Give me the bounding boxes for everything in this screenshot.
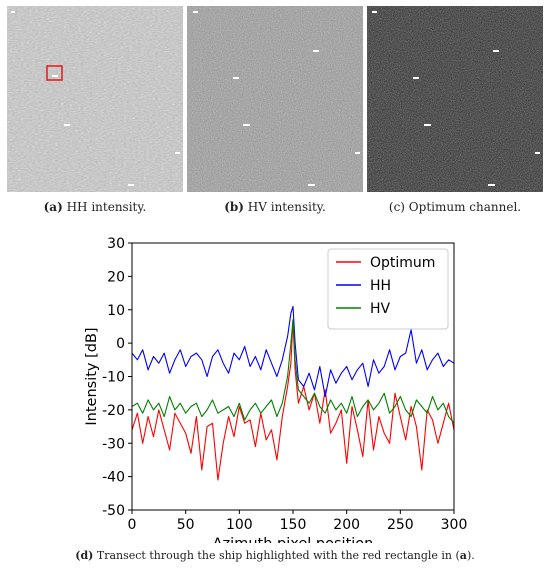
x-tick-label: 50 — [177, 517, 195, 533]
caption-text-end: ). — [466, 549, 475, 562]
y-tick-label: 30 — [107, 236, 125, 252]
legend-label-hh: HH — [370, 278, 391, 294]
legend-label-optimum: Optimum — [370, 255, 435, 271]
transect-chart: 0 50 100 150 200 250 300 -50 -40 -30 -20 -10 0 10 20 30… — [60, 235, 480, 543]
subfigure-caption-b: (b) HV intensity. — [187, 200, 363, 214]
hh-intensity-image — [7, 6, 183, 192]
caption-letter: (a) — [43, 200, 63, 214]
y-tick-label: -20 — [102, 403, 125, 419]
y-tick-label: 0 — [116, 336, 125, 352]
figure-caption-d: (d) Transect through the ship highlighte… — [0, 549, 550, 562]
caption-text: Optimum channel. — [404, 200, 522, 214]
series-line-hv — [131, 319, 455, 424]
caption-ref: a — [459, 549, 467, 562]
hv-intensity-image — [187, 6, 363, 192]
highlight-rectangle — [46, 65, 63, 81]
series-line-optimum — [131, 319, 455, 481]
ship-targets — [372, 11, 540, 186]
caption-letter: (d) — [75, 549, 94, 562]
hv-sar-texture — [187, 6, 363, 192]
ship-targets — [193, 11, 360, 186]
caption-text: HV intensity. — [243, 200, 326, 214]
y-tick-label: 10 — [107, 303, 125, 319]
subfigure-caption-a: (a) HH intensity. — [7, 200, 183, 214]
x-tick-label: 150 — [280, 517, 307, 533]
x-axis-title: Azimuth pixel position — [213, 536, 374, 543]
y-axis-title: Intensity [dB] — [84, 327, 100, 425]
ship-targets — [11, 11, 180, 186]
x-tick-label: 300 — [441, 517, 468, 533]
transect-chart-svg: 0 50 100 150 200 250 300 -50 -40 -30 -20 -10 0 10 20 30… — [84, 236, 468, 543]
y-tick-label: -30 — [102, 436, 125, 452]
y-tick-label: -10 — [102, 370, 125, 386]
y-tick-label: -40 — [102, 470, 125, 486]
legend-label-hv: HV — [370, 301, 391, 317]
optimum-sar-texture — [367, 6, 543, 192]
subfigure-caption-c: (c) Optimum channel. — [367, 200, 543, 214]
x-tick-label: 0 — [128, 517, 137, 533]
optimum-channel-image — [367, 6, 543, 192]
x-tick-label: 200 — [333, 517, 360, 533]
caption-text: Transect through the ship highlighted wi… — [93, 549, 460, 562]
y-tick-label: -50 — [102, 503, 125, 519]
legend-box — [327, 248, 449, 330]
caption-letter: (c) — [388, 200, 405, 214]
hh-sar-texture — [7, 6, 183, 192]
caption-text: HH intensity. — [62, 200, 147, 214]
caption-letter: (b) — [224, 200, 244, 214]
x-tick-label: 100 — [226, 517, 253, 533]
x-tick-label: 250 — [387, 517, 414, 533]
series-line-hh — [131, 305, 455, 398]
y-tick-label: 20 — [107, 269, 125, 285]
